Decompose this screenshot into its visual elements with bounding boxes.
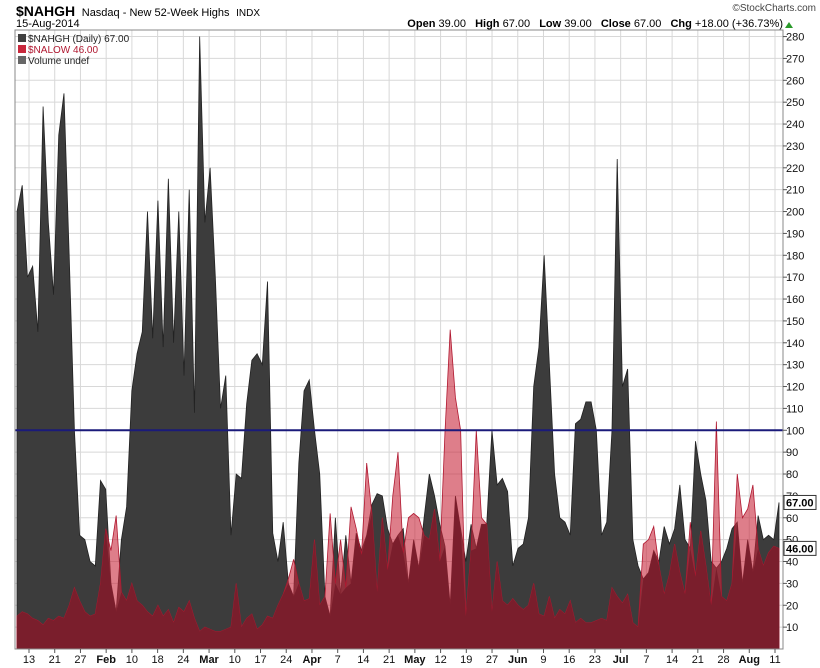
x-tick-label: May [404,654,426,666]
y-tick-label: 120 [786,382,804,394]
y-tick-label: 270 [786,53,804,65]
y-tick-label: 130 [786,360,804,372]
y-tick-label: 10 [786,622,798,634]
y-tick-label: 90 [786,447,798,459]
y-tick-label: 60 [786,513,798,525]
x-tick-label: 21 [692,654,704,666]
plot-border [14,29,784,650]
x-tick-label: 14 [666,654,678,666]
x-tick-label: Aug [739,654,760,666]
symbol: $NAHGH [16,3,76,19]
last-value-label: 46.00 [786,543,814,555]
x-tick-label: 27 [74,654,86,666]
x-tick-label: Apr [302,654,322,666]
x-tick-label: 14 [357,654,369,666]
x-tick-label: 24 [177,654,189,666]
x-tick-label: 7 [335,654,341,666]
x-tick-label: 24 [280,654,292,666]
x-tick-label: 16 [563,654,575,666]
y-tick-label: 240 [786,119,804,131]
y-tick-label: 100 [786,425,804,437]
quote-summary: Open 39.00 High 67.00 Low 39.00 Close 67… [407,18,783,30]
x-tick-label: 10 [126,654,138,666]
high-label: High [475,18,500,30]
legend-label: $NAHGH (Daily) 67.00 [28,34,130,45]
x-tick-label: 18 [151,654,163,666]
x-tick-label: 7 [643,654,649,666]
x-tick-label: 9 [540,654,546,666]
y-tick-label: 170 [786,272,804,284]
series-areas [16,36,780,650]
y-tick-label: 230 [786,141,804,153]
x-tick-label: Mar [199,654,219,666]
y-tick-label: 220 [786,163,804,175]
y-tick-label: 200 [786,207,804,219]
legend-label: Volume undef [28,56,89,67]
chart-date: 15-Aug-2014 [16,18,80,30]
y-tick-label: 110 [786,403,804,415]
y-tick-label: 140 [786,338,804,350]
y-tick-label: 20 [786,600,798,612]
x-tick-label: 21 [49,654,61,666]
x-tick-label: Jun [508,654,528,666]
series-overlap-area [17,495,779,649]
y-tick-label: 210 [786,185,804,197]
y-tick-label: 180 [786,250,804,262]
legend-swatch [18,45,26,53]
y-tick-label: 160 [786,294,804,306]
open-value: 39.00 [438,18,467,30]
x-tick-label: 13 [23,654,35,666]
x-tick-label: 11 [769,654,780,666]
x-axis: 13 21 27 Feb 10 18 24 Mar 10 17 24 Apr 7 14 21 May 12 19 2… [23,649,781,666]
exchange-label: INDX [236,8,261,19]
brand-watermark[interactable]: ©StockCharts.com [732,3,816,14]
x-tick-label: 12 [434,654,446,666]
y-tick-label: 80 [786,469,798,481]
x-tick-label: 27 [486,654,498,666]
x-tick-label: Feb [96,654,116,666]
legend-label: $NALOW 46.00 [28,45,98,56]
low-label: Low [539,18,562,30]
y-tick-label: 40 [786,557,798,569]
plot-frame [14,29,784,650]
series-area-nalow [16,329,780,650]
close-label: Close [600,18,631,30]
x-tick-label: 21 [383,654,395,666]
symbol-description: Nasdaq - New 52-Week Highs [81,7,230,19]
last-value-label: 67.00 [786,497,814,509]
x-tick-label: 23 [589,654,601,666]
x-tick-label: Jul [613,654,629,666]
legend-swatch [18,34,26,42]
y-tick-label: 250 [786,97,804,109]
last-value-box [783,540,817,556]
y-tick-label: 260 [786,75,804,87]
x-tick-label: 19 [460,654,472,666]
last-value-box [783,494,817,510]
high-value: 67.00 [502,18,531,30]
y-tick-label: 150 [786,316,804,328]
y-tick-label: 280 [786,32,804,44]
up-arrow-icon [785,22,793,28]
last-value-markers: 67.00 46.00 [783,494,817,556]
y-tick-label: 190 [786,228,804,240]
change-label: Chg [670,18,692,30]
x-tick-label: 28 [717,654,729,666]
low-value: 39.00 [564,18,592,30]
chart-title: $NAHGH Nasdaq - New 52-Week Highs INDX [16,3,260,19]
x-tick-label: 17 [254,654,266,666]
x-tick-label: 10 [229,654,241,666]
y-axis: 1020304050607080901001101201301401501601… [783,32,804,634]
legend-swatch [18,56,26,64]
open-label: Open [407,18,436,30]
y-tick-label: 30 [786,578,798,590]
close-value: 67.00 [633,18,662,30]
change-value: +18.00 (+36.73%) [694,18,783,30]
